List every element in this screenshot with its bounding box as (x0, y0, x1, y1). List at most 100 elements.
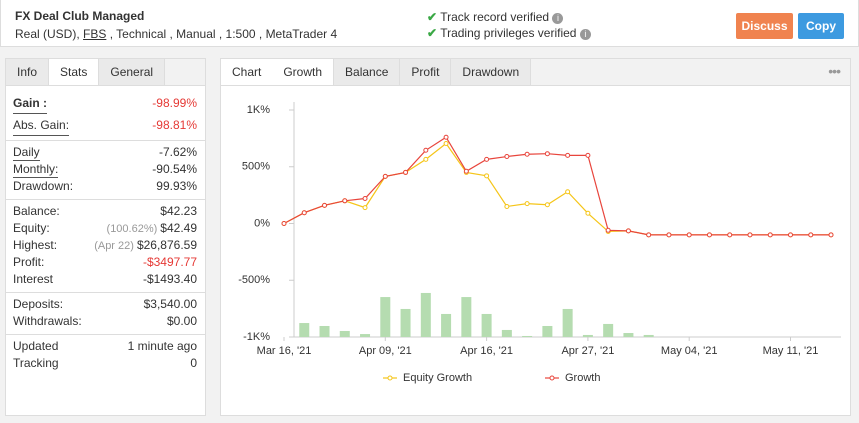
legend-marker (549, 375, 555, 381)
stats-label: Interest (13, 272, 54, 286)
stats-label: Updated (13, 339, 59, 353)
stats-value-wrap: 1 minute ago (128, 338, 197, 355)
stats-row: Equity: (100.62%) $42.49 (13, 220, 197, 237)
stats-label: Gain : (13, 92, 48, 114)
chart: 1K% 500% 0% -500% -1K% Mar 16, '21 Apr 09, '21… (238, 102, 841, 384)
stats-panel: Info Stats General Gain : -98.99% Abs. Gain:… (5, 58, 206, 416)
y-tick-label: -1K% (243, 331, 270, 343)
point (625, 228, 631, 234)
stats-row: Interest -$1493.40 (13, 271, 197, 288)
tab[interactable]: Info (6, 59, 50, 85)
bar (603, 323, 614, 337)
stats-value: $42.23 (160, 204, 197, 218)
stats-row: Monthly: -90.54% (13, 161, 197, 178)
point (747, 232, 753, 238)
stats-row: Deposits: $3,540.00 (13, 296, 197, 313)
stats-label: Tracking (13, 356, 59, 370)
stats-value-wrap: $0.00 (167, 313, 197, 330)
stats-label: Drawdown: (13, 179, 74, 193)
stats-label: Balance: (13, 204, 60, 218)
legend-marker (387, 375, 393, 381)
point (828, 232, 834, 238)
point (504, 154, 510, 160)
point (727, 232, 733, 238)
bar (441, 313, 452, 337)
stats-value: $26,876.59 (136, 238, 197, 252)
bar (481, 313, 492, 337)
point (767, 232, 773, 238)
stats-value: -98.81% (152, 118, 197, 132)
stats-value-wrap: 0 (190, 355, 197, 372)
stats-row: Highest: (Apr 22) $26,876.59 (13, 237, 197, 254)
point (322, 202, 328, 208)
point (585, 210, 591, 216)
stats-value-wrap: (100.62%) $42.49 (107, 220, 197, 237)
stats-value-wrap: (Apr 22) $26,876.59 (94, 237, 197, 254)
x-tick-label: Apr 16, '21 (460, 345, 513, 357)
stats-value: -7.62% (158, 145, 197, 159)
point (403, 169, 409, 175)
point (362, 205, 368, 211)
copy-button[interactable]: Copy (798, 13, 844, 39)
tab[interactable]: Chart (221, 59, 273, 85)
point (788, 232, 793, 238)
info-icon[interactable]: i (579, 29, 591, 40)
discuss-button[interactable]: Discuss (736, 13, 793, 39)
account-text: , Technical , Manual , 1:500 , MetaTrade… (106, 27, 338, 41)
point (808, 232, 814, 238)
bar (501, 329, 512, 337)
stats-value: $0.00 (166, 314, 197, 328)
bar (461, 297, 472, 337)
stats-row: Gain : -98.99% (13, 92, 197, 114)
stats-value: -$3497.77 (142, 255, 197, 269)
point (524, 151, 530, 157)
stats-group: Updated 1 minute ago Tracking 0 (6, 335, 205, 376)
stats-label: Highest: (13, 238, 58, 252)
info-icon[interactable]: i (552, 13, 564, 24)
menu-icon[interactable]: ••• (828, 63, 841, 79)
tab[interactable]: General (99, 59, 166, 85)
stats-label: Equity: (13, 221, 50, 235)
account-text: Real (USD), (15, 27, 84, 41)
title: FX Deal Club Managed (15, 9, 145, 23)
header: FX Deal Club Managed Real (USD), FBS , T… (0, 0, 859, 47)
stats-row: Balance: $42.23 (13, 203, 197, 220)
stats-group: Balance: $42.23 Equity: (100.62%) $42.49 High… (6, 200, 205, 293)
check-icon: ✔ (427, 26, 438, 40)
point (686, 232, 692, 238)
bar (380, 297, 391, 337)
tab[interactable]: Balance (334, 59, 401, 85)
bar (643, 334, 654, 337)
tab[interactable]: Profit (400, 59, 452, 85)
x-tick-label: Apr 09, '21 (359, 345, 412, 357)
stats-value: -98.99% (152, 96, 197, 110)
tab[interactable]: Growth (272, 59, 335, 85)
point (301, 210, 307, 216)
stats-value-wrap: -98.99% (152, 92, 197, 114)
stats-row: Updated 1 minute ago (13, 338, 197, 355)
stats-value-wrap: -7.62% (159, 144, 197, 161)
stats-row: Profit: -$3497.77 (13, 254, 197, 271)
stats-group: Daily -7.62% Monthly: -90.54% Drawdown: 99.93… (6, 141, 205, 200)
stats-value: -90.54% (152, 162, 197, 176)
stats-list: Gain : -98.99% Abs. Gain: -98.81% Daily -7.62… (6, 86, 205, 376)
chart-panel: Chart Growth Balance Profit Drawdown ••• 1K%… (220, 58, 851, 416)
stats-note: (Apr 22) (94, 240, 134, 252)
point (443, 140, 449, 146)
stats-label: Monthly: (13, 162, 59, 178)
tab[interactable]: Drawdown (451, 59, 532, 85)
stats-row: Withdrawals: $0.00 (13, 313, 197, 330)
stats-value: 1 minute ago (127, 339, 197, 353)
x-tick-label: May 11, '21 (763, 345, 819, 357)
stats-group: Deposits: $3,540.00 Withdrawals: $0.00 (6, 293, 205, 335)
bar (522, 335, 533, 337)
stats-label: Daily (13, 145, 40, 161)
tab[interactable]: Stats (49, 59, 100, 85)
bar (582, 334, 593, 337)
broker-link[interactable]: FBS (83, 27, 107, 41)
tabs: Chart Growth Balance Profit Drawdown (221, 59, 850, 86)
point (544, 202, 550, 208)
bar (400, 308, 411, 337)
stats-value-wrap: $3,540.00 (144, 296, 197, 313)
